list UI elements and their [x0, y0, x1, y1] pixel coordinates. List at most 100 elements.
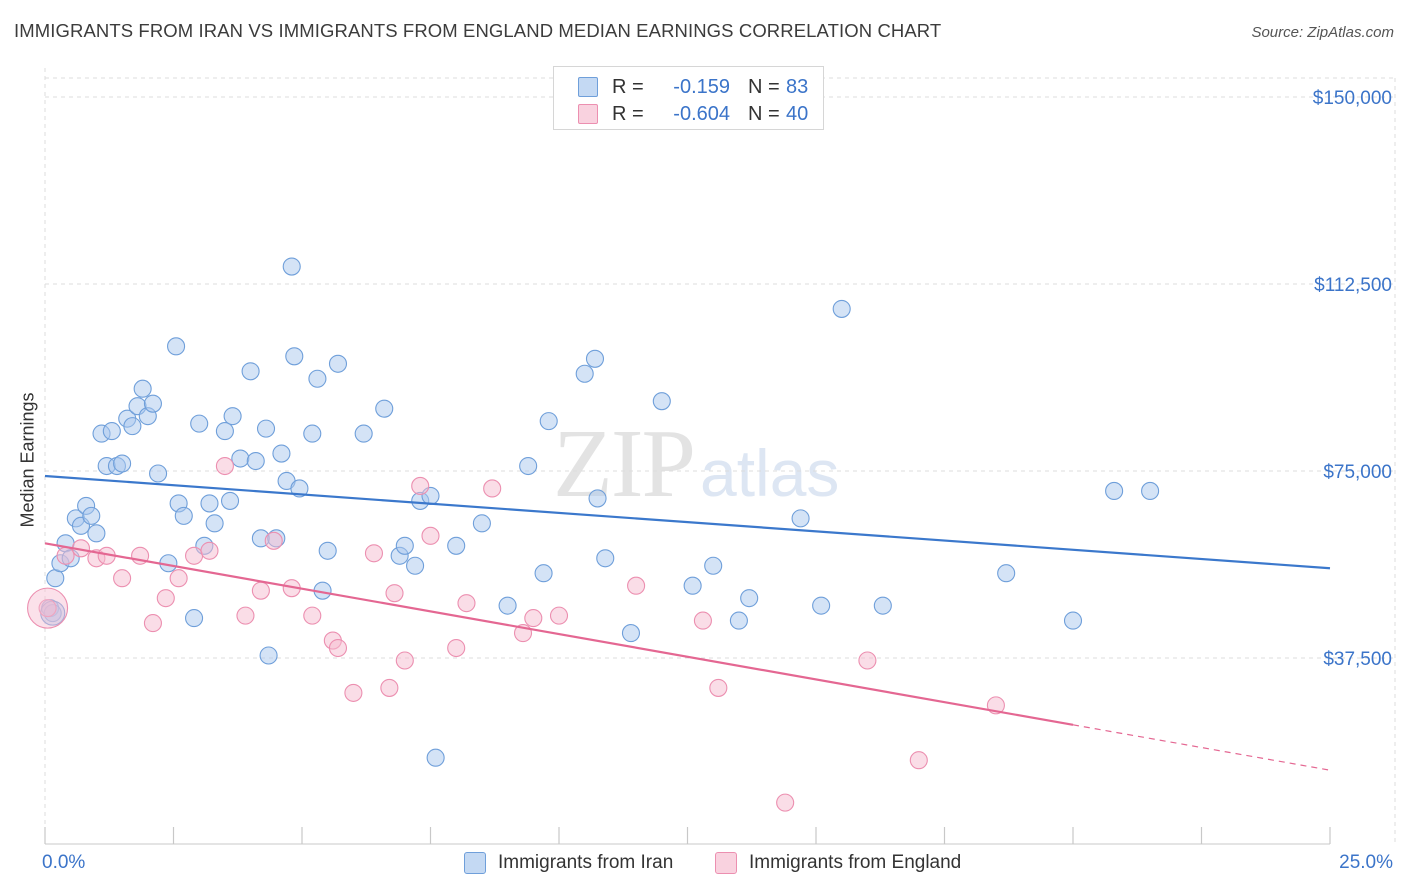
- data-point: [426, 748, 445, 767]
- data-point: [539, 412, 558, 431]
- data-point: [200, 541, 219, 560]
- data-point: [282, 257, 301, 276]
- data-point: [472, 514, 491, 533]
- data-point: [1105, 481, 1124, 500]
- legend-r-label: R =: [612, 102, 644, 125]
- data-point: [113, 454, 132, 473]
- data-point: [185, 546, 204, 565]
- data-point: [683, 576, 702, 595]
- legend-r-label: R =: [612, 75, 644, 98]
- data-point: [156, 589, 175, 608]
- data-point: [231, 449, 250, 468]
- source-credit: Source: ZipAtlas.com: [1251, 24, 1394, 41]
- data-point: [190, 414, 209, 433]
- data-point: [241, 362, 260, 381]
- bottom-legend-england: Immigrants from England: [715, 852, 961, 874]
- y-tick-label: $37,500: [1323, 649, 1392, 670]
- england-legend-label: Immigrants from England: [749, 852, 962, 873]
- legend-row-iran: R = -0.159 N = 83: [578, 73, 808, 101]
- data-point: [858, 651, 877, 670]
- england-legend-swatch: [715, 852, 737, 874]
- data-point: [585, 349, 605, 368]
- data-point: [791, 509, 810, 528]
- data-point: [223, 407, 242, 426]
- data-point: [205, 514, 224, 533]
- data-point: [519, 456, 538, 476]
- data-point: [174, 506, 193, 525]
- legend-n-label: N =: [748, 75, 780, 98]
- legend-n-value: 83: [786, 75, 809, 98]
- data-point-large: [27, 587, 69, 629]
- data-point: [524, 609, 543, 628]
- legend-n-label: N =: [748, 102, 780, 125]
- data-point: [169, 569, 188, 588]
- data-point: [246, 451, 265, 471]
- data-point: [364, 544, 384, 563]
- data-point: [873, 596, 892, 615]
- data-point: [375, 399, 394, 418]
- data-point: [328, 354, 348, 373]
- trend-lines: [44, 474, 1331, 771]
- x-axis-max-label: 25.0%: [1339, 852, 1393, 873]
- data-point: [832, 299, 851, 318]
- chart-title: IMMIGRANTS FROM IRAN VS IMMIGRANTS FROM …: [14, 20, 942, 41]
- data-point: [303, 424, 322, 443]
- data-point: [652, 392, 671, 411]
- data-point: [215, 456, 234, 476]
- data-point: [421, 526, 440, 545]
- data-point: [385, 584, 404, 603]
- data-point: [102, 422, 121, 441]
- data-point: [113, 569, 132, 588]
- data-point: [123, 417, 142, 436]
- data-point: [328, 638, 348, 658]
- data-point: [380, 678, 399, 697]
- data-point: [308, 369, 327, 388]
- data-point: [729, 611, 748, 630]
- iran-points: [40, 257, 1160, 767]
- data-point: [411, 476, 430, 496]
- legend-n-value: 40: [786, 102, 809, 125]
- data-point: [264, 531, 283, 550]
- data-point: [627, 576, 646, 595]
- legend-r-value: -0.159: [673, 75, 730, 98]
- data-point: [395, 651, 414, 670]
- legend-r-value: -0.604: [673, 102, 730, 125]
- x-axis-min-label: 0.0%: [42, 852, 86, 873]
- data-point: [143, 394, 162, 413]
- data-point: [344, 683, 363, 702]
- data-point: [200, 494, 219, 513]
- data-point: [215, 422, 234, 441]
- data-point: [621, 624, 641, 643]
- legend-row-england: R = -0.604 N = 40: [578, 100, 808, 128]
- data-point: [447, 536, 466, 555]
- data-point: [406, 556, 425, 575]
- data-point: [395, 536, 414, 555]
- data-point: [318, 541, 337, 560]
- data-point: [588, 489, 607, 508]
- data-point: [693, 611, 712, 630]
- data-point: [447, 638, 466, 658]
- data-point: [285, 347, 304, 366]
- iran-trend-line: [44, 474, 1331, 570]
- data-point: [498, 596, 517, 615]
- data-point: [272, 444, 291, 463]
- data-point: [143, 614, 162, 633]
- data-point: [596, 549, 615, 568]
- data-point: [1063, 611, 1083, 630]
- iran-legend-swatch: [464, 852, 486, 874]
- data-point: [303, 606, 322, 625]
- data-point: [997, 564, 1016, 583]
- data-point: [776, 793, 795, 812]
- y-tick-labels: $37,500 $75,000 $112,500 $150,000: [1313, 88, 1392, 670]
- data-point: [236, 606, 255, 625]
- iran-swatch: [578, 77, 598, 97]
- data-point: [149, 464, 168, 483]
- england-swatch: [578, 104, 598, 124]
- data-point: [909, 751, 928, 770]
- data-point: [167, 337, 186, 356]
- data-point: [251, 581, 270, 600]
- england-trend-extension: [1072, 724, 1331, 771]
- data-point: [709, 678, 728, 697]
- y-axis-title: Median Earnings: [17, 392, 38, 528]
